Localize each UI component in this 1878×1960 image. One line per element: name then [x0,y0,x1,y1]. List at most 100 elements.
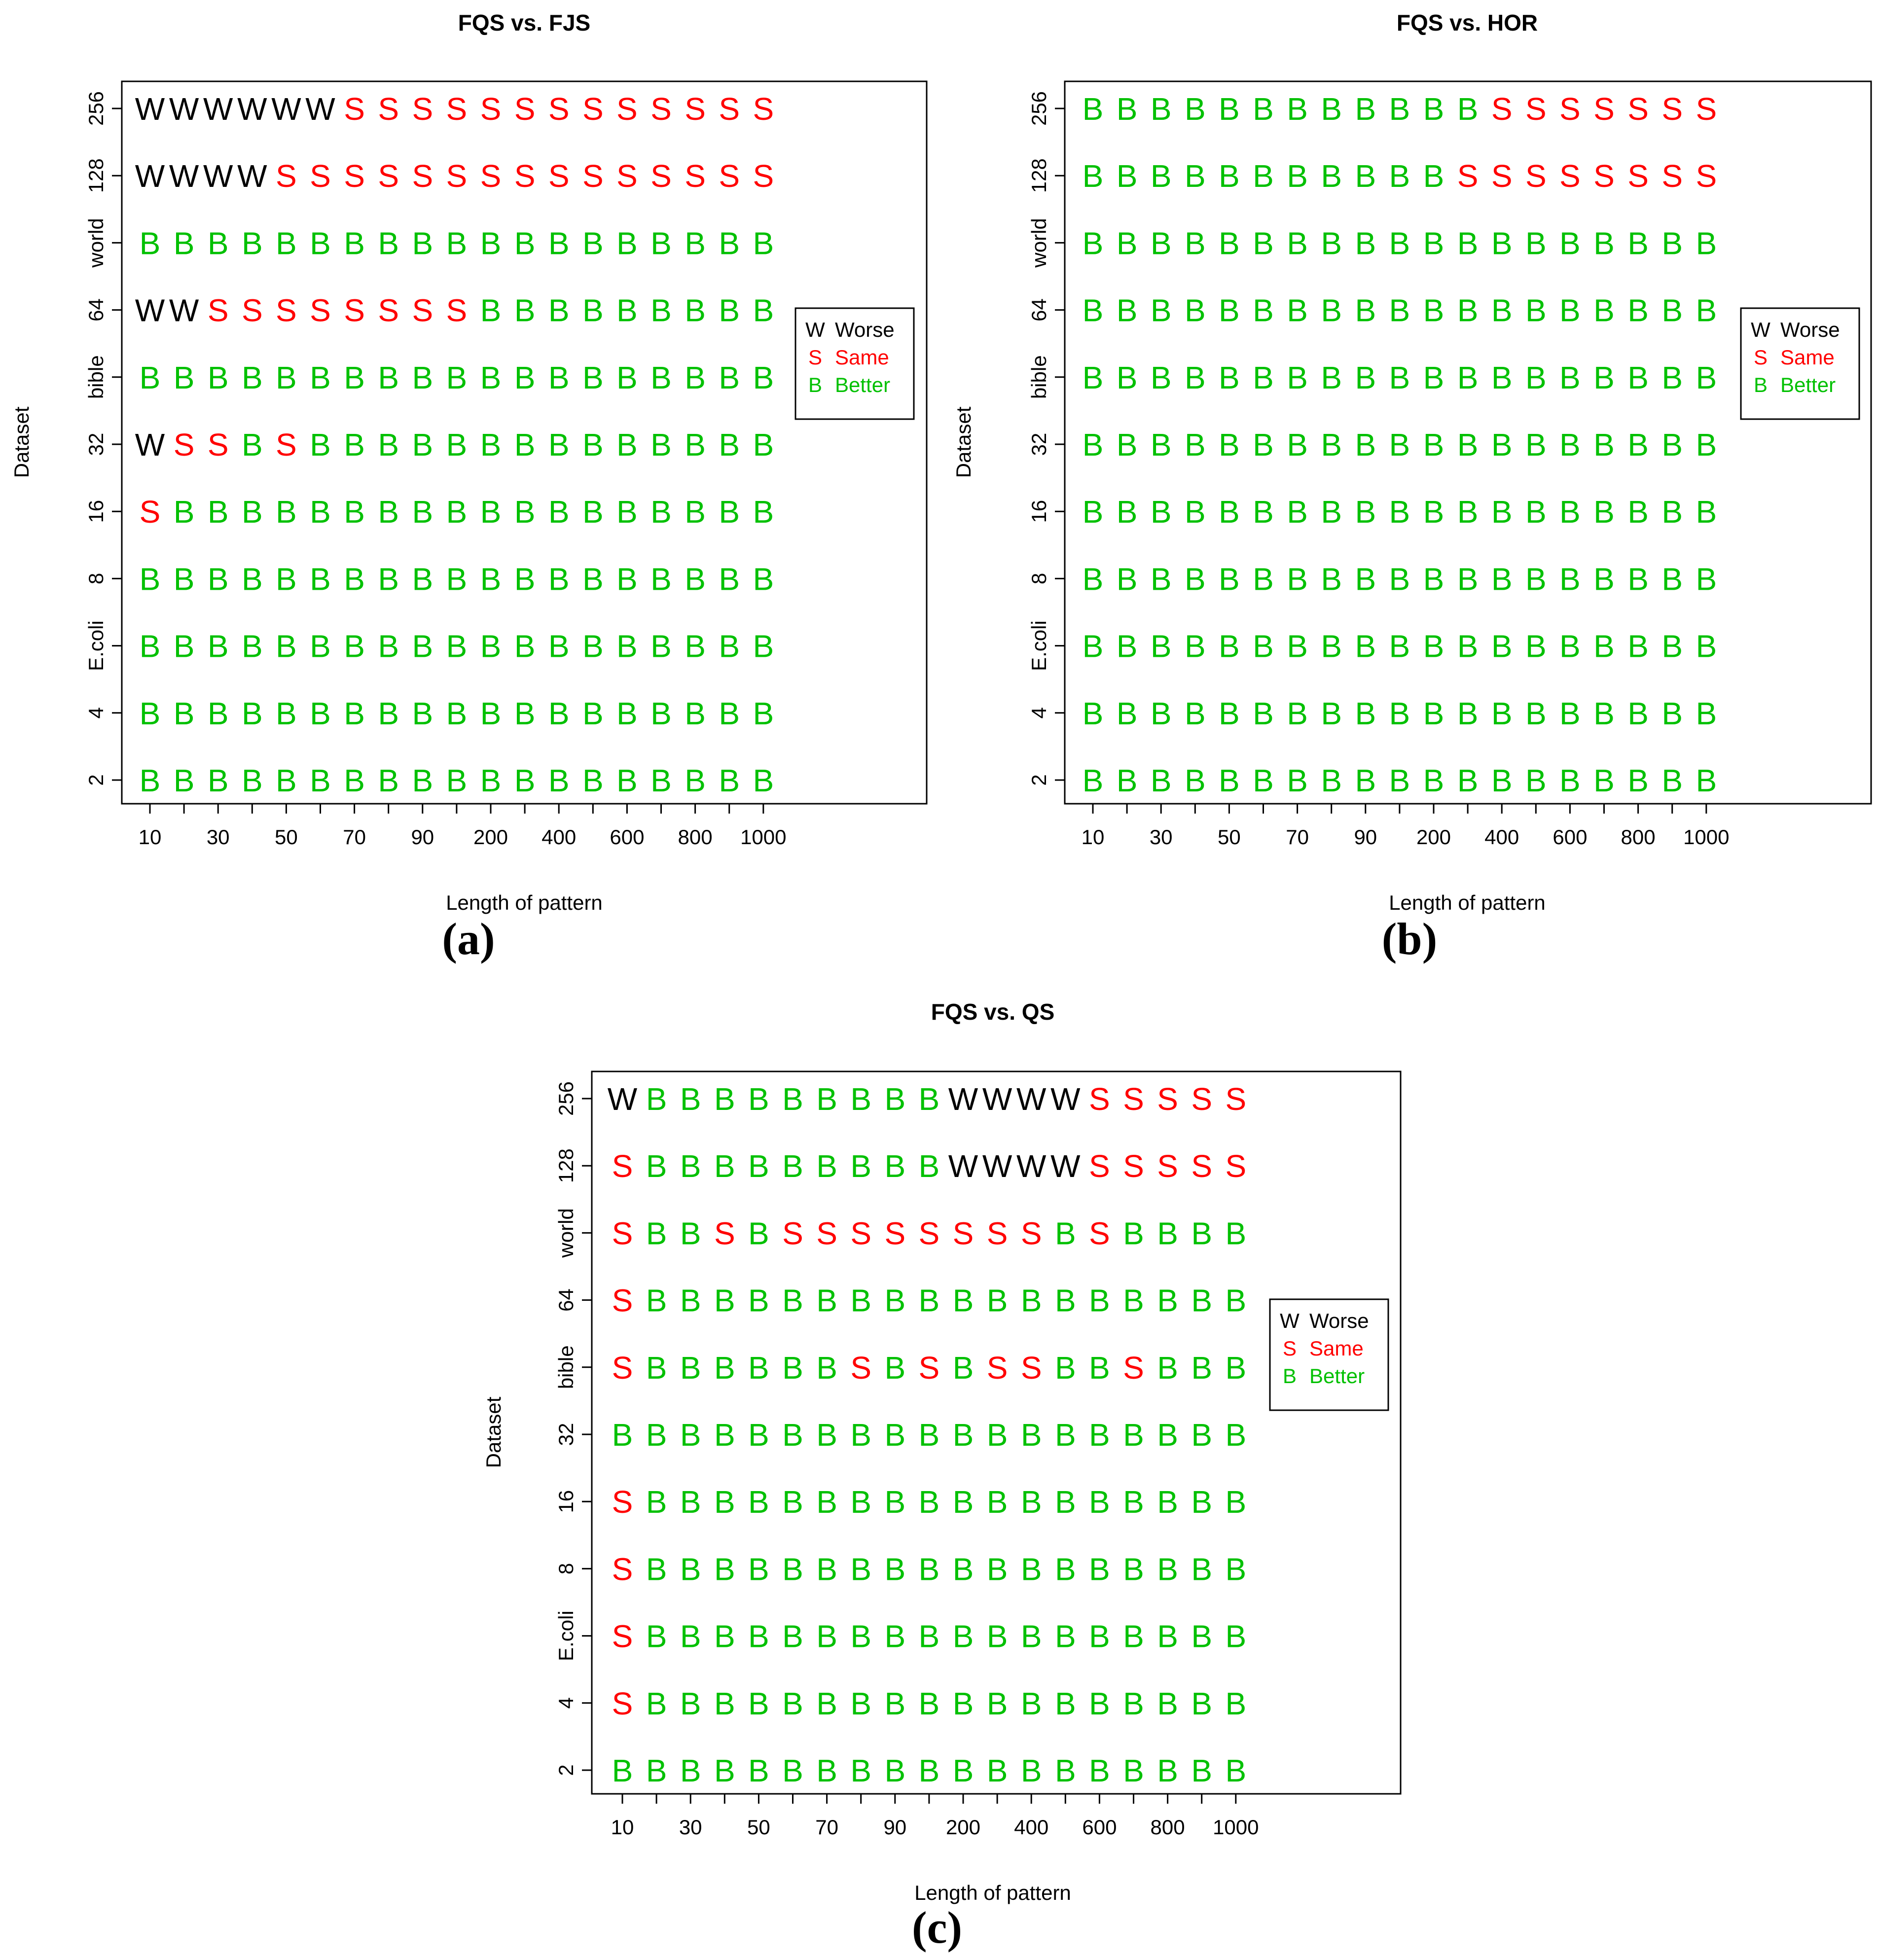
cell-mark: B [1321,763,1342,798]
x-tick-label: 200 [473,825,508,849]
cell-mark: B [276,696,297,731]
cell-mark: B [987,1283,1008,1319]
cell-mark: B [1191,1551,1212,1587]
cell-mark: B [1593,763,1615,798]
cell-mark: B [1225,1753,1246,1788]
cell-mark: B [548,427,570,463]
cell-mark: S [612,1215,633,1251]
cell-mark: B [1219,696,1240,731]
cell-mark: B [1151,91,1172,127]
cell-mark: B [1389,91,1410,127]
cell-mark: B [748,1753,769,1788]
cell-mark: B [1627,696,1649,731]
cell-mark: B [1423,158,1445,194]
cell-mark: B [310,696,331,731]
cell-mark: B [1123,1753,1144,1788]
cell-mark: B [1287,91,1308,127]
panel-label: (b) [1382,914,1437,964]
cell-mark: B [748,1417,769,1453]
cell-mark: S [616,91,638,127]
cell-mark: B [1191,1283,1212,1319]
cell-mark: W [169,158,199,194]
cell-mark: S [1021,1350,1042,1386]
y-tick-label: 8 [1027,573,1050,584]
cell-mark: B [140,763,161,798]
cell-mark: S [310,158,331,194]
cell-mark: B [1423,360,1445,395]
cell-mark: B [1151,561,1172,597]
cell-mark: B [378,763,399,798]
cell-mark: B [1185,293,1206,328]
cell-mark: B [1457,629,1479,664]
cell-mark: B [646,1283,667,1319]
cell-mark: S [1089,1215,1110,1251]
cell-mark: B [1083,158,1104,194]
cell-mark: B [680,1081,701,1117]
cell-mark: B [1287,629,1308,664]
cell-mark: B [1661,561,1683,597]
cell-mark: B [1593,561,1615,597]
cell-mark: S [719,158,740,194]
cell-mark: B [174,696,195,731]
cell-mark: B [850,1484,871,1520]
cell-mark: S [782,1215,803,1251]
cell-mark: W [271,91,301,127]
cell-mark: B [1219,225,1240,261]
cell-mark: B [446,494,468,530]
cell-mark: B [1151,494,1172,530]
cell-mark: B [1185,91,1206,127]
cell-mark: B [174,629,195,664]
cell-mark: B [242,494,263,530]
cell-mark: B [850,1283,871,1319]
cell-mark: B [884,1753,905,1788]
cell-mark: B [242,629,263,664]
cell-mark: B [378,696,399,731]
cell-mark: B [616,561,638,597]
cell-mark: B [919,1484,940,1520]
cell-mark: B [1696,561,1717,597]
cell-mark: B [242,427,263,463]
cell-mark: B [816,1619,837,1654]
cell-mark: B [480,427,502,463]
cell-mark: B [548,494,570,530]
cell-mark: W [1050,1148,1081,1184]
cell-mark: B [1389,629,1410,664]
legend-label: Same [1780,346,1835,369]
cell-mark: B [1559,629,1581,664]
cell-mark: B [208,225,229,261]
cell-mark: B [719,696,740,731]
cell-mark: B [1083,225,1104,261]
cell-mark: B [680,1283,701,1319]
cell-mark: B [850,1753,871,1788]
cell-mark: B [1185,158,1206,194]
x-tick-label: 400 [542,825,576,849]
cell-mark: B [378,225,399,261]
cell-mark: B [816,1686,837,1721]
cell-mark: B [850,1686,871,1721]
cell-mark: B [650,293,672,328]
cell-mark: B [1083,629,1104,664]
cell-mark: B [1423,225,1445,261]
cell-mark: B [1423,629,1445,664]
cell-mark: B [1117,763,1138,798]
cell-mark: B [1225,1283,1246,1319]
cell-mark: S [276,427,297,463]
cell-mark: B [1661,494,1683,530]
cell-mark: B [714,1417,735,1453]
cell-mark: S [548,158,570,194]
cell-mark: B [208,629,229,664]
cell-mark: B [1696,360,1717,395]
y-tick-label: 8 [554,1563,578,1574]
y-tick-label: 4 [554,1697,578,1709]
legend-label: Same [1309,1337,1364,1360]
cell-mark: B [714,1551,735,1587]
cell-mark: B [1225,1551,1246,1587]
cell-mark: S [1089,1081,1110,1117]
cell-mark: B [276,225,297,261]
cell-mark: B [1185,561,1206,597]
cell-mark: B [1157,1417,1178,1453]
cell-mark: S [1491,158,1513,194]
cell-mark: B [987,1753,1008,1788]
cell-mark: B [816,1148,837,1184]
cell-mark: B [310,360,331,395]
